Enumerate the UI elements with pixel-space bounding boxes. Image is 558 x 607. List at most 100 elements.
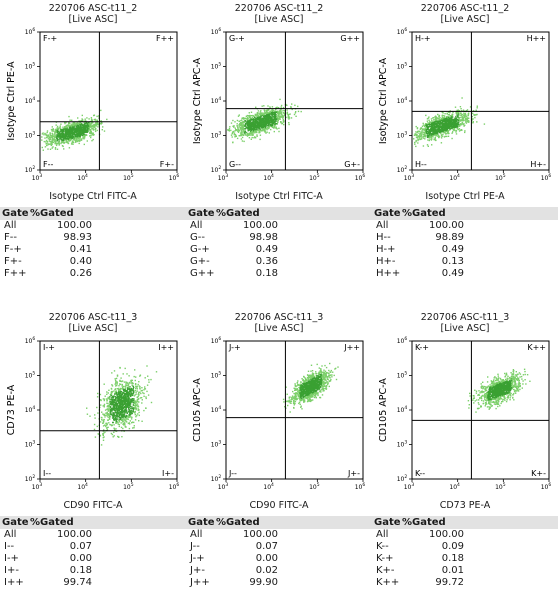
event-dot [444,116,445,117]
event-dot [90,135,91,136]
event-dot [58,131,59,132]
event-dot [232,133,233,134]
event-dot [92,126,93,127]
event-dot [124,406,125,407]
event-dot [52,147,53,148]
event-dot [82,119,83,120]
event-dot [250,121,251,122]
event-dot [259,113,260,114]
event-dot [281,113,282,114]
event-dot [126,401,127,402]
gate-percent: 99.74 [44,577,92,589]
event-dot [414,144,415,145]
event-dot [267,123,268,124]
table-row: F-+0.41 [4,244,182,256]
event-dot [72,133,73,134]
event-dot [427,133,428,134]
event-dot [128,405,129,406]
event-dot [256,134,257,135]
event-dot [295,116,296,117]
event-dot [138,401,139,402]
event-dot [272,122,273,123]
event-dot [280,122,281,123]
event-dot [430,132,431,133]
event-dot [48,135,49,136]
event-dot [460,112,461,113]
event-dot [239,130,240,131]
event-dot [438,130,439,131]
event-dot [115,380,116,381]
event-dot [116,419,117,420]
event-dot [476,121,477,122]
event-dot [61,135,62,136]
event-dot [250,132,251,133]
header-gate: Gate [2,516,30,529]
event-dots [41,110,107,151]
event-dot [139,386,140,387]
event-dot [419,134,420,135]
event-dot [44,141,45,142]
event-dot [256,125,257,126]
event-dot [57,149,58,150]
event-dot [121,419,122,420]
event-dot [66,136,67,137]
event-dot [141,387,142,388]
event-dot [115,399,116,400]
event-dot [114,415,115,416]
event-dot [127,416,128,417]
event-dot [101,419,102,420]
event-dot [113,404,114,405]
event-dot [245,128,246,129]
event-dot [243,135,244,136]
event-dot [55,131,56,132]
event-dot [267,110,268,111]
event-dot [83,133,84,134]
gate-name: H+- [376,256,416,268]
event-dot [82,125,83,126]
event-dot [69,134,70,135]
event-dot [239,121,240,122]
event-dot [453,128,454,129]
event-dot [425,128,426,129]
gate-percent: 0.07 [44,541,92,553]
event-dot [242,132,243,133]
x-tick-label: 105 [123,482,134,491]
event-dot [442,136,443,137]
event-dot [108,414,109,415]
event-dot [437,114,438,115]
event-dot [234,133,235,134]
y-tick-label: 106 [25,27,36,36]
event-dot [331,376,332,377]
event-dot [113,424,114,425]
event-dot [65,131,66,132]
event-dot [115,402,116,403]
event-dot [235,128,236,129]
gate-percent: 0.41 [44,244,92,256]
event-dot [254,123,255,124]
gate-name: G-- [190,232,230,244]
event-dot [107,398,108,399]
event-dot [52,141,53,142]
event-dot [95,436,96,437]
event-dot [254,117,255,118]
event-dot [458,112,459,113]
event-dot [468,118,469,119]
event-dot [417,140,418,141]
event-dot [102,434,103,435]
event-dot [237,130,238,131]
gate-name: All [4,220,44,232]
event-dot [135,386,136,387]
event-dot [245,134,246,135]
event-dot [278,116,279,117]
event-dot [273,114,274,115]
event-dot [47,132,48,133]
event-dot [439,116,440,117]
event-dot [124,414,125,415]
event-dot [258,127,259,128]
event-dot [422,132,423,133]
x-tick-label: 103 [218,173,229,182]
event-dot [270,117,271,118]
event-dot [133,408,134,409]
